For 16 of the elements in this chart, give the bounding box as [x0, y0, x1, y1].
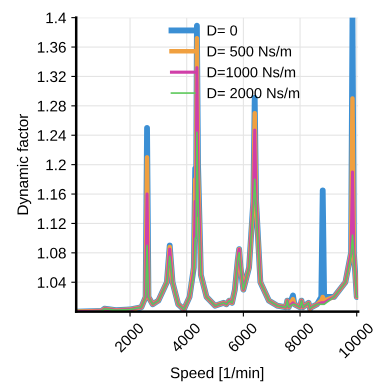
y-tick-label: 1.36: [38, 42, 66, 53]
y-tick-label: 1.28: [38, 100, 66, 112]
y-tick-label: 1.32: [38, 71, 66, 82]
y-tick-label: 1.12: [38, 218, 66, 229]
x-axis-title: Speed [1/min]: [170, 367, 264, 382]
legend-label: D= 2000 Ns/m: [208, 88, 300, 98]
y-tick-label: 1.04: [38, 277, 66, 288]
y-tick-label: 1.4: [46, 12, 66, 24]
y-tick-label: 1.24: [38, 130, 66, 141]
legend-label: D=1000 Ns/m: [208, 66, 296, 78]
y-tick-label: 1.2: [46, 160, 66, 170]
y-axis-title: Dynamic factor: [16, 114, 32, 214]
legend-label: D= 500 Ns/m: [208, 46, 292, 57]
legend-label: D= 0: [208, 25, 238, 36]
y-tick-label: 1.16: [38, 188, 66, 200]
y-tick-label: 1.08: [38, 248, 66, 259]
